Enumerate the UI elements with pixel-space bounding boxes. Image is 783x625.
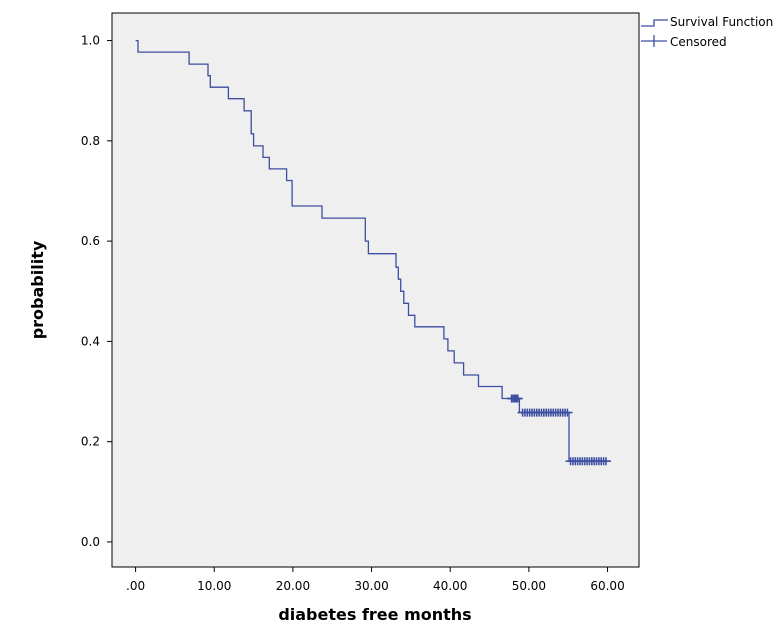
- x-axis-title: diabetes free months: [278, 605, 471, 624]
- censored-marker: [600, 457, 611, 466]
- x-tick-label: 40.00: [433, 579, 467, 593]
- legend: Survival Function Censored: [641, 15, 773, 49]
- y-axis: 0.0 0.2 0.4 0.6 0.8 1.0: [81, 34, 112, 549]
- y-tick-label: 0.2: [81, 435, 100, 449]
- censored-marker: [512, 394, 523, 403]
- x-tick-label: 10.00: [197, 579, 231, 593]
- y-tick-label: 0.8: [81, 134, 100, 148]
- survival-function-line: [135, 39, 608, 462]
- x-tick-label: 50.00: [512, 579, 546, 593]
- legend-censored-swatch: [641, 35, 667, 47]
- series-layer: [135, 39, 608, 462]
- x-tick-label: 30.00: [354, 579, 388, 593]
- y-tick-label: 0.6: [81, 234, 100, 248]
- x-tick-label: 60.00: [590, 579, 624, 593]
- legend-survival-label: Survival Function: [670, 15, 773, 29]
- legend-survival-swatch: [641, 19, 668, 27]
- x-axis: .00 10.00 20.00 30.00 40.00 50.00 60.00: [126, 567, 625, 593]
- legend-censored-label: Censored: [670, 35, 727, 49]
- y-axis-title: probability: [28, 240, 47, 339]
- x-tick-label: .00: [126, 579, 145, 593]
- censored-marker: [562, 408, 573, 417]
- y-tick-label: 1.0: [81, 34, 100, 48]
- y-tick-label: 0.0: [81, 535, 100, 549]
- y-tick-label: 0.4: [81, 334, 100, 348]
- x-tick-label: 20.00: [276, 579, 310, 593]
- plot-area: [111, 12, 640, 568]
- censored-markers: [506, 394, 611, 466]
